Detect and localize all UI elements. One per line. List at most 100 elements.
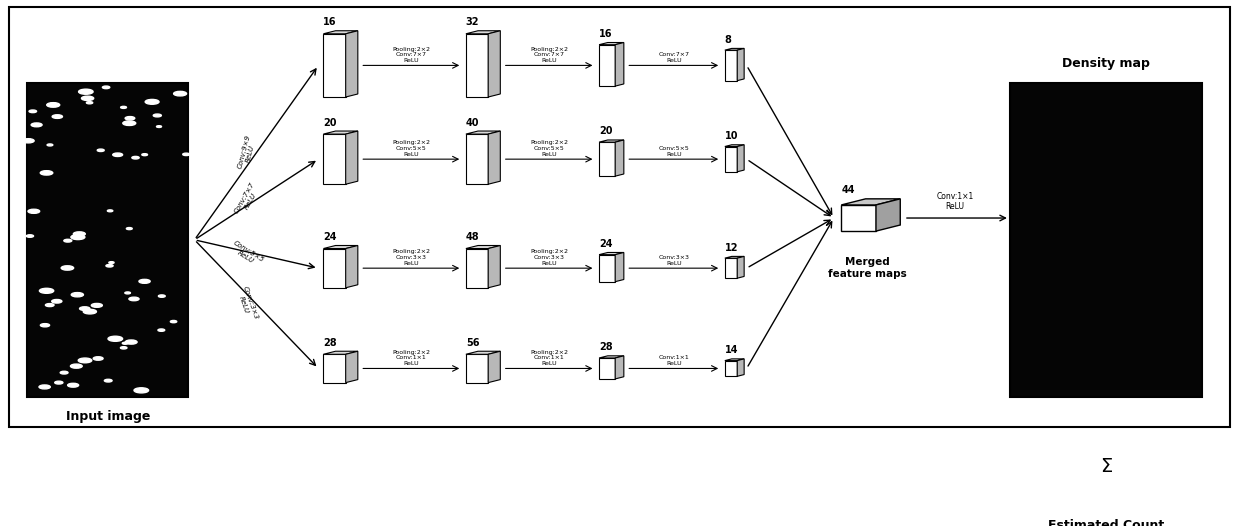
Circle shape: [170, 320, 177, 323]
Polygon shape: [323, 34, 346, 97]
Circle shape: [71, 364, 82, 368]
Circle shape: [141, 154, 147, 156]
Circle shape: [1056, 449, 1155, 484]
Circle shape: [125, 292, 130, 294]
Polygon shape: [466, 249, 488, 288]
Text: Pooling:2×2
Conv:5×5
ReLU: Pooling:2×2 Conv:5×5 ReLU: [393, 140, 430, 157]
Text: Conv:3×3
ReLU: Conv:3×3 ReLU: [235, 286, 259, 323]
Text: Conv:5×5
ReLU: Conv:5×5 ReLU: [229, 239, 265, 269]
Circle shape: [87, 102, 93, 104]
Text: 8: 8: [725, 35, 732, 45]
Text: Pooling:2×2
Conv:5×5
ReLU: Pooling:2×2 Conv:5×5 ReLU: [530, 140, 567, 157]
Polygon shape: [466, 246, 501, 249]
Text: 20: 20: [600, 126, 612, 136]
Polygon shape: [323, 249, 346, 288]
Polygon shape: [346, 131, 358, 184]
Circle shape: [52, 299, 62, 303]
Circle shape: [71, 235, 84, 239]
Circle shape: [61, 371, 68, 374]
Polygon shape: [737, 256, 745, 278]
Polygon shape: [615, 252, 623, 282]
Text: 48: 48: [466, 232, 479, 242]
Circle shape: [31, 123, 42, 127]
Text: 24: 24: [323, 232, 337, 242]
Polygon shape: [725, 48, 745, 50]
Text: 24: 24: [600, 239, 612, 249]
Text: 44: 44: [841, 185, 855, 195]
Circle shape: [68, 383, 78, 387]
Text: 20: 20: [323, 117, 337, 127]
Text: Estimated Count: Estimated Count: [1048, 519, 1163, 526]
Text: 14: 14: [725, 346, 738, 356]
Text: 16: 16: [323, 17, 337, 27]
Polygon shape: [737, 359, 745, 376]
Text: 10: 10: [725, 132, 738, 141]
Text: Pooling:2×2
Conv:1×1
ReLU: Pooling:2×2 Conv:1×1 ReLU: [393, 350, 430, 366]
Polygon shape: [725, 256, 745, 258]
Polygon shape: [323, 31, 358, 34]
Polygon shape: [488, 246, 501, 288]
Circle shape: [107, 265, 113, 267]
Circle shape: [126, 228, 133, 230]
Text: 32: 32: [466, 17, 479, 27]
Polygon shape: [841, 199, 901, 205]
Circle shape: [131, 156, 139, 159]
Polygon shape: [725, 359, 745, 361]
Circle shape: [157, 329, 165, 331]
Circle shape: [82, 96, 94, 100]
Circle shape: [61, 266, 73, 270]
Polygon shape: [841, 205, 876, 231]
Text: Pooling:2×2
Conv:7×7
ReLU: Pooling:2×2 Conv:7×7 ReLU: [530, 47, 567, 63]
Polygon shape: [488, 31, 501, 97]
Circle shape: [64, 239, 72, 242]
Text: Conv:7×7
ReLU: Conv:7×7 ReLU: [658, 53, 689, 63]
Text: Input image: Input image: [66, 410, 150, 423]
Polygon shape: [876, 199, 901, 231]
Circle shape: [92, 304, 103, 307]
Circle shape: [41, 323, 50, 327]
Polygon shape: [725, 145, 745, 147]
Polygon shape: [725, 147, 737, 172]
Circle shape: [78, 89, 93, 94]
Polygon shape: [737, 145, 745, 172]
Polygon shape: [488, 131, 501, 184]
Circle shape: [134, 388, 149, 393]
Text: Pooling:2×2
Conv:7×7
ReLU: Pooling:2×2 Conv:7×7 ReLU: [393, 47, 430, 63]
Text: 28: 28: [323, 338, 337, 348]
Circle shape: [125, 117, 135, 120]
Circle shape: [78, 358, 92, 363]
Polygon shape: [737, 48, 745, 80]
Circle shape: [123, 342, 128, 344]
Circle shape: [40, 288, 53, 294]
Polygon shape: [466, 134, 488, 184]
Circle shape: [93, 357, 103, 360]
Circle shape: [47, 144, 53, 146]
Polygon shape: [323, 246, 358, 249]
Polygon shape: [466, 351, 501, 355]
Circle shape: [103, 86, 110, 89]
Circle shape: [156, 126, 161, 127]
Polygon shape: [346, 246, 358, 288]
Polygon shape: [323, 355, 346, 382]
Circle shape: [120, 106, 126, 108]
Text: 40: 40: [466, 117, 479, 127]
Circle shape: [129, 297, 139, 301]
Circle shape: [26, 235, 33, 237]
Circle shape: [120, 347, 126, 349]
Circle shape: [22, 139, 35, 143]
Polygon shape: [615, 140, 623, 176]
Text: Conv:9×9
ReLU: Conv:9×9 ReLU: [237, 134, 258, 171]
Polygon shape: [615, 356, 623, 379]
Bar: [27, 83, 188, 397]
Text: Conv:7×7
ReLU: Conv:7×7 ReLU: [233, 181, 261, 218]
Circle shape: [123, 121, 136, 126]
Text: 56: 56: [466, 338, 479, 348]
Circle shape: [139, 279, 150, 284]
Text: Merged
feature maps: Merged feature maps: [828, 257, 907, 279]
Polygon shape: [600, 255, 615, 282]
Polygon shape: [725, 361, 737, 376]
Polygon shape: [323, 134, 346, 184]
Text: Density map: Density map: [1062, 57, 1150, 70]
Polygon shape: [323, 351, 358, 355]
Circle shape: [97, 149, 104, 151]
